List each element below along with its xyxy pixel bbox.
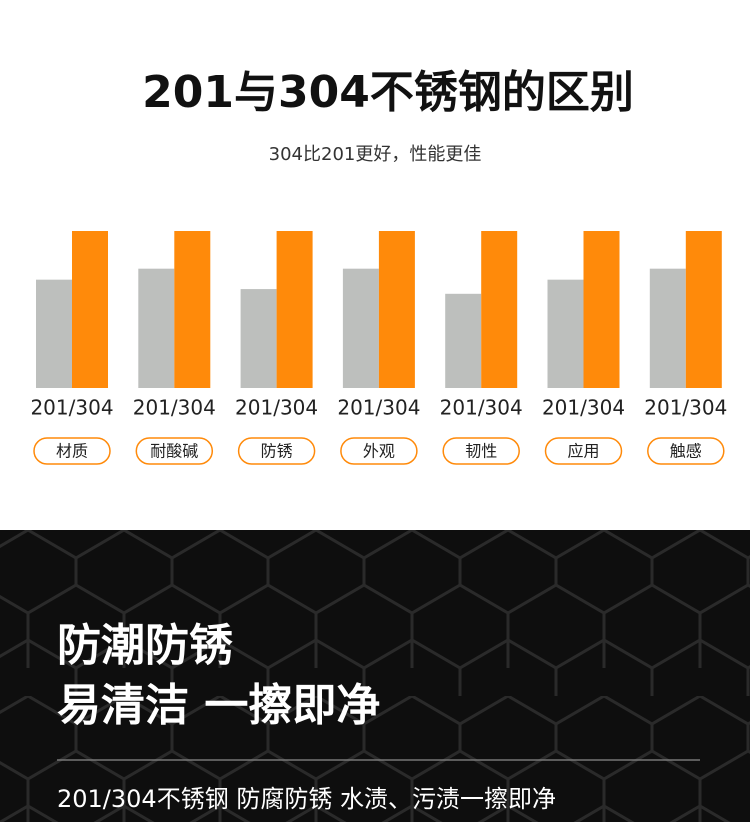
category-pill <box>237 437 316 465</box>
bar <box>36 279 72 388</box>
bar <box>685 231 722 388</box>
category-label: 触感 <box>670 442 702 461</box>
bar <box>547 279 584 388</box>
category-label: 外观 <box>363 442 395 461</box>
bar <box>72 231 108 388</box>
bar <box>445 293 482 388</box>
bar <box>378 231 415 388</box>
group-label: 201/304 <box>337 396 420 420</box>
headline: 易清洁 一擦即净 <box>57 680 380 731</box>
group-label: 201/304 <box>542 396 625 420</box>
category-label: 材质 <box>56 442 88 461</box>
category-label: 韧性 <box>465 442 497 461</box>
chart-subtitle: 304比201更好，性能更佳 <box>269 144 482 165</box>
group-label: 201/304 <box>440 396 523 420</box>
bar <box>583 231 620 388</box>
hex-pattern <box>0 530 750 822</box>
group-label: 201/304 <box>644 396 727 420</box>
group-label: 201/304 <box>235 396 318 420</box>
category-pill <box>544 437 623 465</box>
bar <box>276 231 313 388</box>
caption: 201/304不锈钢 防腐防锈 水渍、污渍一擦即净 <box>57 785 556 813</box>
headline: 防潮防锈 <box>57 620 233 671</box>
category-pill <box>647 437 725 465</box>
bar <box>174 231 211 388</box>
category-pill <box>33 437 111 465</box>
category-pill <box>135 437 214 465</box>
category-label: 防锈 <box>261 442 293 461</box>
bar <box>138 268 175 388</box>
category-pill <box>340 437 418 465</box>
group-label: 201/304 <box>133 396 216 420</box>
bar <box>481 231 518 388</box>
bar <box>649 268 686 388</box>
category-label: 应用 <box>567 442 599 461</box>
group-label: 201/304 <box>30 396 113 420</box>
category-pill <box>442 437 520 465</box>
chart-title: 201与304不锈钢的区别 <box>142 67 634 118</box>
bar <box>240 289 277 388</box>
bar <box>342 268 379 388</box>
category-label: 耐酸碱 <box>150 442 198 461</box>
